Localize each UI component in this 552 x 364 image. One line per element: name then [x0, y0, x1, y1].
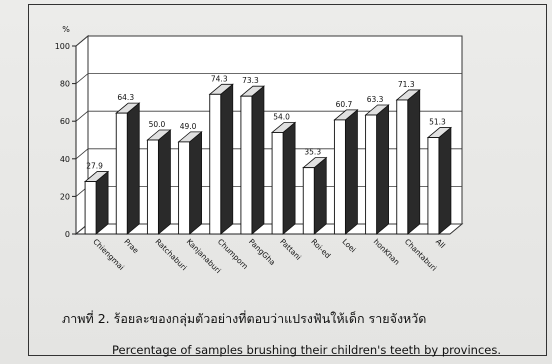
bar-side — [220, 83, 234, 235]
gridline — [75, 73, 462, 84]
bar — [240, 95, 253, 235]
y-tick-label: 80 — [60, 80, 70, 89]
y-tick-label: 40 — [60, 155, 70, 164]
data-label: 35.3 — [304, 148, 321, 157]
bar-side — [376, 104, 389, 235]
x-tick-label: PangGha — [247, 237, 277, 267]
bar — [209, 93, 222, 235]
data-label: 49.0 — [180, 122, 197, 131]
bar — [365, 114, 378, 235]
x-tick-label: Chantaburi — [403, 237, 439, 273]
bar-side — [407, 89, 421, 235]
data-label: 74.3 — [211, 74, 228, 83]
y-tick-label: 20 — [60, 192, 70, 201]
data-label: 64.3 — [117, 93, 134, 102]
bar — [271, 132, 284, 235]
y-tick-label: 0 — [65, 230, 70, 239]
bar — [115, 112, 128, 235]
bar-side — [95, 170, 109, 235]
bar — [302, 167, 315, 235]
data-label: 71.3 — [398, 80, 415, 89]
x-tick-label: Loei — [341, 237, 358, 254]
bar-side — [189, 131, 202, 235]
data-label: 60.7 — [336, 100, 353, 109]
data-label: 73.3 — [242, 76, 259, 85]
data-label: 51.3 — [429, 118, 446, 127]
x-tick-label: Prae — [122, 237, 140, 255]
y-tick-label: 60 — [60, 117, 70, 126]
bar — [146, 139, 159, 235]
bar-side — [126, 102, 140, 235]
bar-side — [158, 129, 171, 235]
bar — [396, 99, 409, 235]
x-tick-label: All — [434, 237, 447, 250]
data-label: 27.9 — [86, 162, 103, 171]
bar — [333, 119, 346, 235]
x-tick-label: Chiengmai — [91, 237, 126, 272]
data-label: 54.0 — [273, 112, 290, 121]
x-tick-label: Pattani — [278, 237, 303, 262]
data-label: 50.0 — [149, 120, 166, 129]
gridline — [75, 35, 462, 47]
x-tick-label: Ratchaburi — [154, 237, 189, 272]
caption-english: Percentage of samples brushing their chi… — [112, 343, 502, 357]
bar-side — [282, 121, 296, 235]
figure-frame — [28, 4, 547, 356]
y-tick-label: 100 — [55, 42, 70, 51]
caption-thai: ภาพที่ 2. ร้อยละของกลุ่มตัวอย่างที่ตอบว่… — [62, 311, 427, 326]
y-axis-label: % — [62, 25, 70, 34]
bar-side — [345, 109, 358, 235]
data-label: 63.3 — [367, 95, 384, 104]
gridline — [75, 110, 462, 122]
bar — [84, 181, 97, 235]
bar — [427, 137, 440, 235]
bar-side — [438, 126, 452, 235]
bar — [178, 141, 191, 235]
x-tick-label: Roi-ed — [309, 237, 332, 260]
bar-side — [251, 85, 265, 235]
x-tick-label: honKhan — [372, 237, 402, 267]
bar-side — [313, 156, 327, 235]
